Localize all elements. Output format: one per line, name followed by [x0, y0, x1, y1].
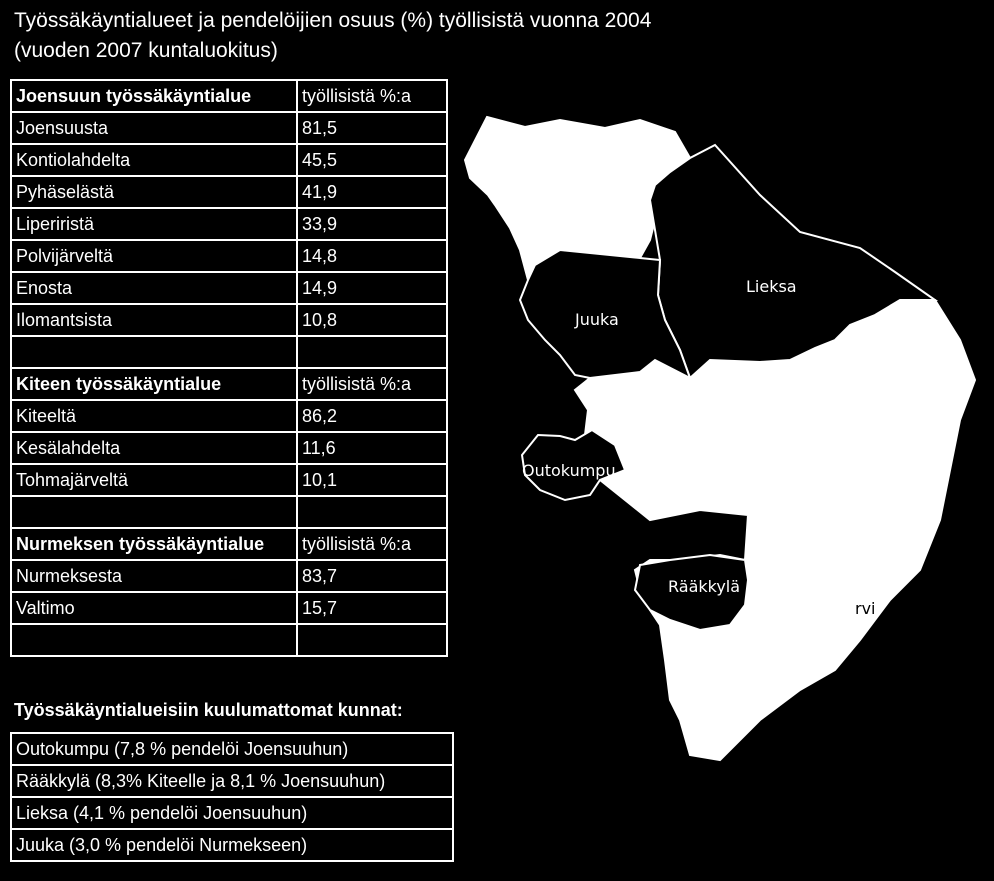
map-label-partial: rvi [855, 599, 876, 618]
municipality-name: Kesälahdelta [10, 431, 298, 465]
percentage-value: 86,2 [296, 399, 448, 433]
percentage-value: 10,1 [296, 463, 448, 497]
section-header: Kiteen työssäkäyntialue [10, 367, 298, 401]
percentage-value: 83,7 [296, 559, 448, 593]
municipality-name: Joensuusta [10, 111, 298, 145]
non-member-table: Outokumpu (7,8 % pendelöi Joensuuhun) Rä… [10, 732, 454, 862]
municipality-name: Enosta [10, 271, 298, 305]
table-row: Valtimo 15,7 [10, 591, 448, 625]
page-title: Työssäkäyntialueet ja pendelöijien osuus… [14, 6, 651, 66]
municipality-name: Nurmeksesta [10, 559, 298, 593]
section-header: Joensuun työssäkäyntialue [10, 79, 298, 113]
municipality-name: Pyhäselästä [10, 175, 298, 209]
map-label-outokumpu: Outokumpu [522, 461, 616, 480]
value-header: työllisistä %:a [296, 79, 448, 113]
non-member-entry: Lieksa (4,1 % pendelöi Joensuuhun) [10, 796, 454, 830]
table-row: Tohmajärveltä 10,1 [10, 463, 448, 497]
percentage-value: 14,9 [296, 271, 448, 305]
municipality-name: Kiteeltä [10, 399, 298, 433]
empty-row [10, 623, 448, 657]
section-header: Nurmeksen työssäkäyntialue [10, 527, 298, 561]
map-label-lieksa: Lieksa [746, 277, 797, 296]
list-item: Lieksa (4,1 % pendelöi Joensuuhun) [10, 796, 454, 830]
table-row: Liperiristä 33,9 [10, 207, 448, 241]
non-member-entry: Outokumpu (7,8 % pendelöi Joensuuhun) [10, 732, 454, 766]
section-header-row: Nurmeksen työssäkäyntialue työllisistä %… [10, 527, 448, 561]
municipality-name: Polvijärveltä [10, 239, 298, 273]
non-member-entry: Rääkkylä (8,3% Kiteelle ja 8,1 % Joensuu… [10, 764, 454, 798]
map-label-raakkyla: Rääkkylä [668, 577, 740, 596]
percentage-value: 15,7 [296, 591, 448, 625]
percentage-value: 14,8 [296, 239, 448, 273]
title-line-1: Työssäkäyntialueet ja pendelöijien osuus… [14, 9, 652, 32]
map-region-outokumpu [520, 428, 627, 502]
table-row: Polvijärveltä 14,8 [10, 239, 448, 273]
percentage-value: 11,6 [296, 431, 448, 465]
municipality-name: Liperiristä [10, 207, 298, 241]
section-header-row: Kiteen työssäkäyntialue työllisistä %:a [10, 367, 448, 401]
table-row: Pyhäselästä 41,9 [10, 175, 448, 209]
map-region-raakkyla [633, 553, 750, 632]
map-region-nurmes [463, 115, 692, 283]
municipality-name: Tohmajärveltä [10, 463, 298, 497]
map-region-juuka [518, 248, 692, 381]
percentage-value: 33,9 [296, 207, 448, 241]
table-row: Kesälahdelta 11,6 [10, 431, 448, 465]
percentage-value: 41,9 [296, 175, 448, 209]
table-row: Kontiolahdelta 45,5 [10, 143, 448, 177]
list-item: Juuka (3,0 % pendelöi Nurmekseen) [10, 828, 454, 862]
empty-row [10, 495, 448, 529]
value-header: työllisistä %:a [296, 367, 448, 401]
region-map: Lieksa Juuka Outokumpu Rääkkylä rvi [463, 115, 977, 762]
percentage-value: 10,8 [296, 303, 448, 337]
commuting-table: Joensuun työssäkäyntialue työllisistä %:… [10, 79, 448, 657]
percentage-value: 45,5 [296, 143, 448, 177]
percentage-value: 81,5 [296, 111, 448, 145]
list-item: Outokumpu (7,8 % pendelöi Joensuuhun) [10, 732, 454, 766]
table-row: Nurmeksesta 83,7 [10, 559, 448, 593]
municipality-name: Valtimo [10, 591, 298, 625]
value-header: työllisistä %:a [296, 527, 448, 561]
table-row: Joensuusta 81,5 [10, 111, 448, 145]
table-row: Ilomantsista 10,8 [10, 303, 448, 337]
non-member-heading: Työssäkäyntialueisiin kuulumattomat kunn… [14, 700, 403, 720]
list-item: Rääkkylä (8,3% Kiteelle ja 8,1 % Joensuu… [10, 764, 454, 798]
non-member-entry: Juuka (3,0 % pendelöi Nurmekseen) [10, 828, 454, 862]
section-header-row: Joensuun työssäkäyntialue työllisistä %:… [10, 79, 448, 113]
empty-row [10, 335, 448, 369]
table-row: Enosta 14,9 [10, 271, 448, 305]
municipality-name: Ilomantsista [10, 303, 298, 337]
title-line-2: (vuoden 2007 kuntaluokitus) [14, 39, 278, 62]
map-label-juuka: Juuka [574, 310, 619, 329]
table-row: Kiteeltä 86,2 [10, 399, 448, 433]
municipality-name: Kontiolahdelta [10, 143, 298, 177]
